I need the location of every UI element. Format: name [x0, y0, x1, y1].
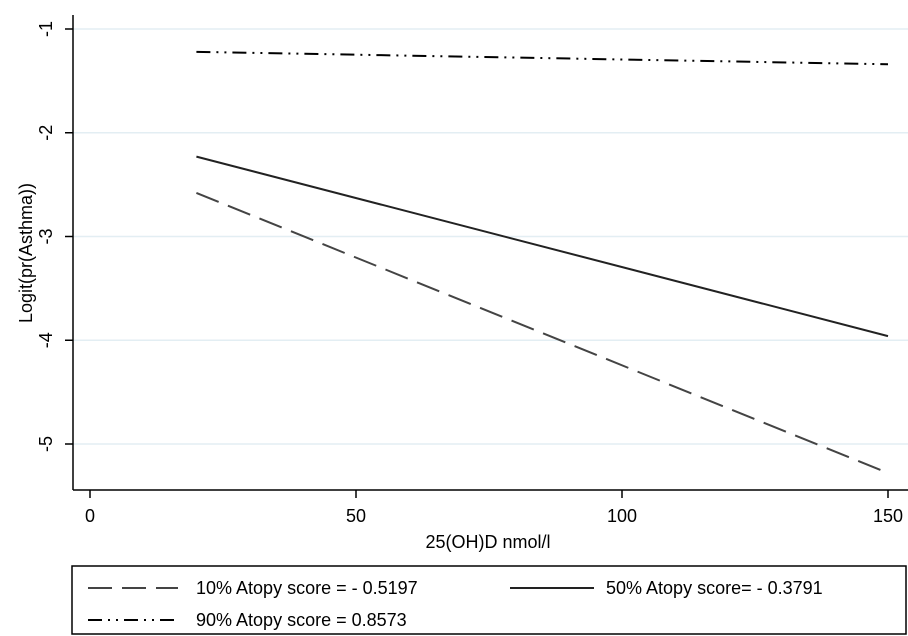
y-axis-label: Logit(pr(Asthma))	[16, 183, 36, 323]
series-lines	[196, 50, 889, 474]
x-tick-label: 100	[607, 506, 637, 526]
x-axis-ticks: 0 50 100 150	[85, 490, 903, 526]
y-tick-label: -1	[36, 21, 56, 37]
legend-label-3: 90% Atopy score = 0.8573	[196, 610, 407, 630]
series-line-1	[196, 191, 889, 474]
grid-lines	[73, 28, 908, 445]
y-tick-label: -5	[36, 436, 56, 452]
legend-label-1: 10% Atopy score = - 0.5197	[196, 578, 418, 598]
series-line-2	[196, 155, 889, 338]
series-line-3	[196, 50, 889, 66]
x-tick-label: 0	[85, 506, 95, 526]
legend-box	[71, 565, 907, 635]
legend-label-2: 50% Atopy score= - 0.3791	[606, 578, 823, 598]
x-tick-label: 50	[346, 506, 366, 526]
y-tick-label: -3	[36, 228, 56, 244]
x-tick-label: 150	[873, 506, 903, 526]
y-axis-ticks: -1 -2 -3 -4 -5	[36, 21, 73, 452]
legend: 10% Atopy score = - 0.5197 50% Atopy scor…	[88, 578, 823, 630]
x-axis-label: 25(OH)D nmol/l	[425, 532, 550, 552]
y-tick-label: -2	[36, 125, 56, 141]
y-tick-label: -4	[36, 332, 56, 348]
